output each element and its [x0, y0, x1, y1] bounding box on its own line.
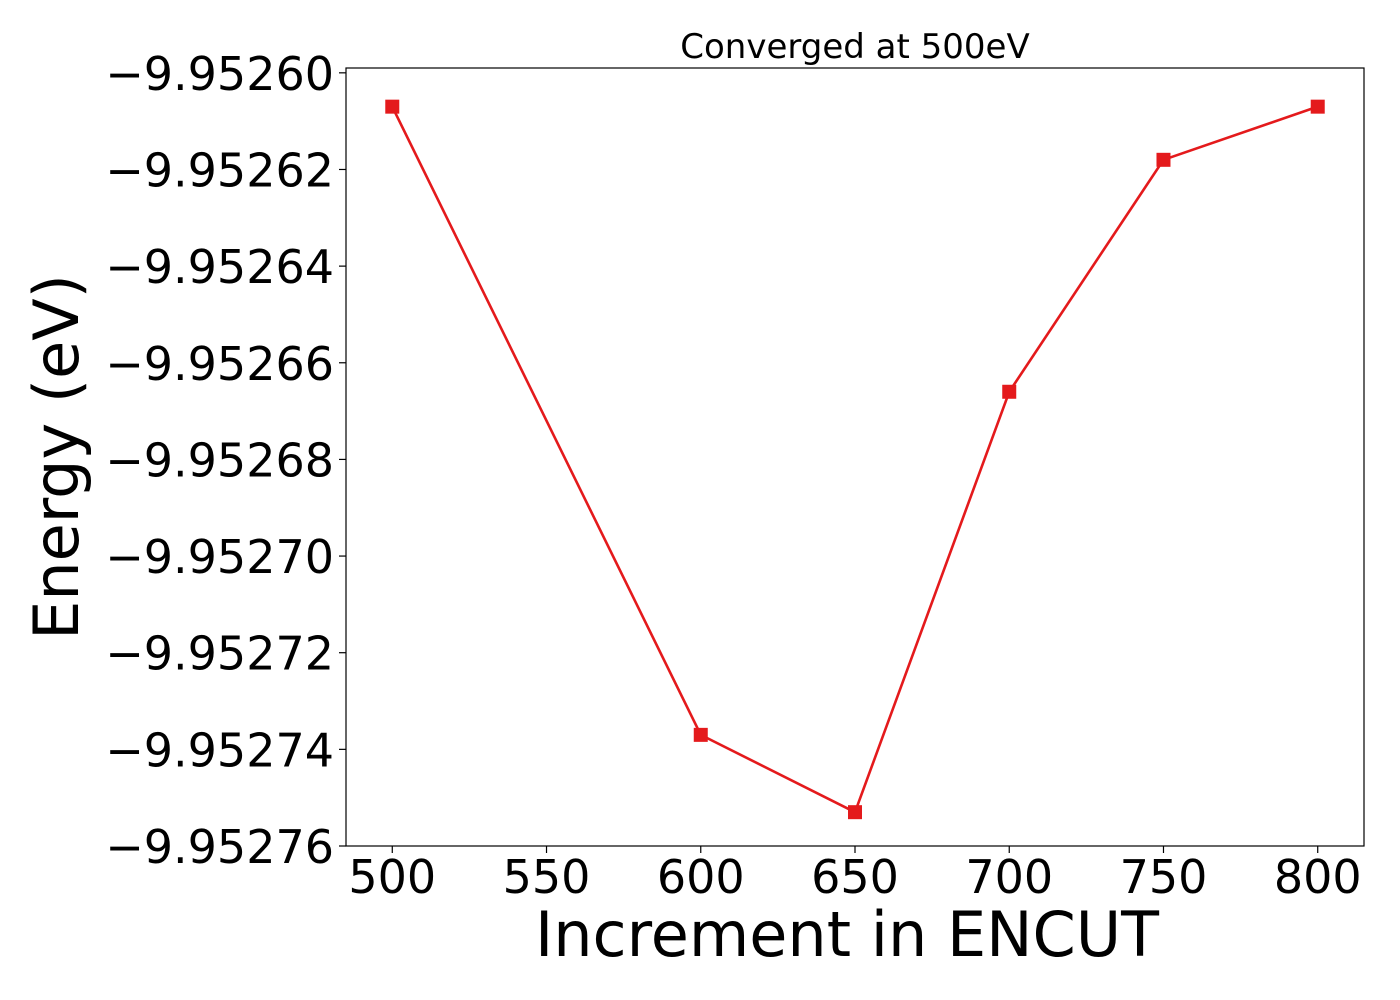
x-tick-label: 550	[503, 850, 591, 904]
y-tick-label: −9.95276	[105, 820, 334, 874]
data-point-marker	[693, 727, 708, 742]
y-tick-label: −9.95268	[105, 433, 334, 487]
y-tick-label: −9.95264	[105, 240, 334, 294]
y-tick-label: −9.95262	[105, 143, 334, 197]
x-tick-label: 500	[348, 850, 436, 904]
y-tick-label: −9.95260	[105, 47, 334, 101]
x-tick-label: 800	[1274, 850, 1362, 904]
chart-title: Converged at 500eV	[680, 27, 1029, 67]
series-layer	[385, 99, 1325, 820]
data-point-marker	[848, 805, 862, 820]
data-point-marker	[385, 99, 400, 114]
x-tick-label: 650	[811, 850, 899, 904]
y-tick-label: −9.95272	[105, 627, 334, 681]
data-point-marker	[1002, 384, 1017, 399]
x-axis: 500 550 600 650 700 750 800	[348, 846, 1362, 904]
x-tick-label: 700	[965, 850, 1053, 904]
x-axis-label: Increment in ENCUT	[535, 898, 1160, 971]
y-tick-label: −9.95270	[105, 530, 334, 584]
y-tick-label: −9.95266	[105, 337, 334, 391]
x-tick-label: 750	[1120, 850, 1208, 904]
y-axis-label: Energy (eV)	[20, 274, 93, 640]
data-point-marker	[1156, 152, 1171, 167]
plot-frame	[345, 67, 1365, 847]
y-axis: −9.95260 −9.95262 −9.95264 −9.95266 −9.95268…	[105, 47, 346, 874]
x-tick-label: 600	[657, 850, 745, 904]
series-line	[391, 105, 1319, 814]
y-tick-label: −9.95274	[105, 723, 334, 777]
data-point-marker	[1310, 99, 1325, 114]
